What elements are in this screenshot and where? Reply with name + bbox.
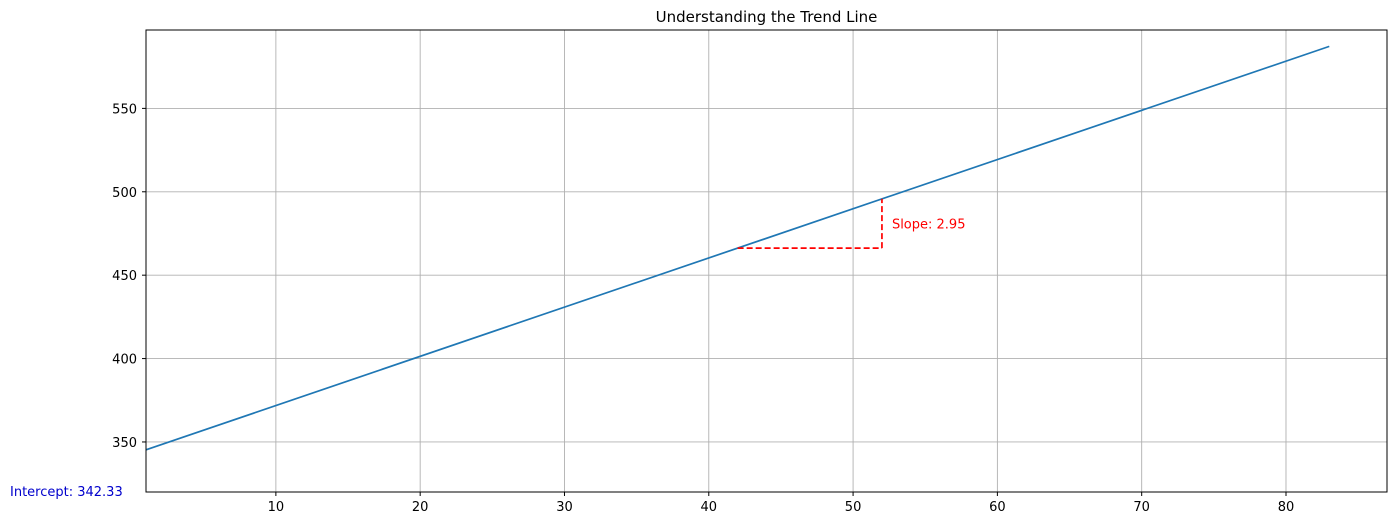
- slope-label: Slope: 2.95: [892, 218, 966, 233]
- slope-triangle: [737, 198, 883, 249]
- y-axis: 350 400 450 500 550: [112, 102, 146, 451]
- y-tick-label: 350: [112, 436, 137, 451]
- x-tick-label: 60: [989, 500, 1006, 515]
- grid: [146, 30, 1387, 492]
- x-tick-label: 10: [268, 500, 285, 515]
- intercept-label: Intercept: 342.33: [10, 485, 123, 500]
- x-tick-label: 50: [845, 500, 862, 515]
- axes-frame: [145, 29, 1388, 493]
- x-tick-label: 80: [1278, 500, 1295, 515]
- y-tick-label: 450: [112, 269, 137, 284]
- x-axis: 10 20 30 40 50 60 70 80: [268, 492, 1295, 515]
- x-tick-label: 40: [701, 500, 718, 515]
- chart-title: Understanding the Trend Line: [656, 8, 878, 26]
- y-tick-label: 400: [112, 353, 137, 368]
- y-tick-label: 550: [112, 102, 137, 117]
- x-tick-label: 20: [412, 500, 429, 515]
- x-tick-label: 70: [1133, 500, 1150, 515]
- x-tick-label: 30: [556, 500, 573, 515]
- y-tick-label: 500: [112, 186, 137, 201]
